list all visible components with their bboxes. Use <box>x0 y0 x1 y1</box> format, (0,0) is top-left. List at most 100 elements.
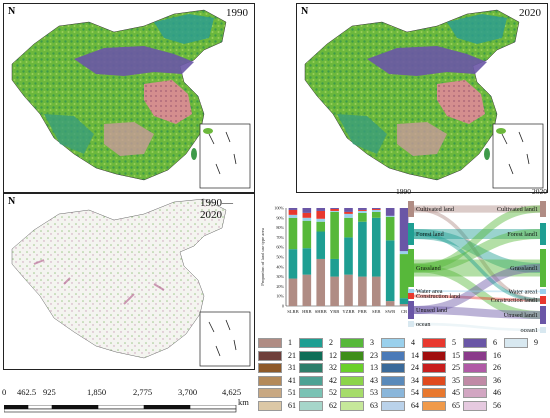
bar-SLRB-series-3 <box>288 214 298 218</box>
legend-label: 43 <box>370 375 378 385</box>
scale-label-0: 0 <box>2 387 7 397</box>
bar-SWB-series-2 <box>385 216 395 241</box>
legend-item-4: 4 <box>381 337 437 349</box>
sankey-left-node-4 <box>408 293 414 299</box>
bar-SWB-series-0 <box>385 301 395 306</box>
legend-swatch <box>381 388 405 398</box>
legend-swatch <box>299 400 323 411</box>
scale-unit: km <box>238 397 249 407</box>
bar-PRB-series-3 <box>358 210 367 213</box>
bar-PRB-series-1 <box>358 221 367 277</box>
legend-label: 56 <box>493 400 501 410</box>
bar-HRB-series-4 <box>302 212 312 218</box>
legend-swatch <box>340 375 364 386</box>
legend-item-6: 6 <box>463 337 519 349</box>
legend-label: 42 <box>329 375 337 385</box>
x-tick-label: PRB <box>358 309 367 314</box>
legend-swatch <box>258 375 282 386</box>
legend-label: 46 <box>493 388 501 397</box>
y-axis-label: Proportion of land use type area <box>260 228 265 286</box>
x-tick-label: SHRB <box>315 309 327 314</box>
legend-swatch <box>463 375 487 386</box>
bar-YRB-series-2 <box>330 211 339 259</box>
bar-PRB-series-2 <box>358 212 367 222</box>
legend-swatch <box>381 363 405 373</box>
legend-item-45: 45 <box>422 387 478 399</box>
sankey-year-right: 2020 <box>532 187 547 196</box>
legend-swatch <box>258 363 282 373</box>
bar-SLRB-series-0 <box>288 278 298 306</box>
bar-YZRB-series-0 <box>344 274 353 306</box>
legend-item-1: 1 <box>258 337 314 349</box>
bar-SWB-series-1 <box>385 240 395 302</box>
legend-swatch <box>381 338 405 348</box>
bar-CB-series-2 <box>399 254 409 299</box>
map-change-year: 1990—2020 <box>200 197 233 221</box>
teal-region <box>154 14 214 44</box>
bar-SEB-series-0 <box>371 276 381 306</box>
bar-HRB-series-1 <box>302 248 312 275</box>
legend-swatch <box>463 350 487 361</box>
sankey-left-label-2: Grassland <box>416 265 442 272</box>
legend-label: 15 <box>452 350 460 360</box>
pink-south-region <box>104 122 154 156</box>
south-sea-inset <box>199 123 251 189</box>
legend-item-32: 32 <box>299 362 355 374</box>
north-arrow: N <box>301 6 309 17</box>
legend-label: 54 <box>411 388 419 397</box>
bar-YRB-series-5 <box>330 208 339 209</box>
legend-label: 9 <box>534 338 538 347</box>
bar-YZRB-series-3 <box>344 213 353 218</box>
legend-label: 36 <box>493 375 501 385</box>
sankey-right-node-3 <box>540 289 546 294</box>
bar-CB-series-1 <box>399 298 409 305</box>
sankey-left-node-0 <box>408 201 414 217</box>
legend-label: 4 <box>411 338 415 347</box>
legend-label: 31 <box>288 363 296 372</box>
x-tick-label: SEB <box>372 309 380 314</box>
bar-SLRB-series-1 <box>288 249 298 279</box>
scale-label-2: 925 <box>43 387 56 397</box>
legend-swatch <box>422 350 446 361</box>
legend-item-31: 31 <box>258 362 314 374</box>
legend-swatch <box>463 338 487 348</box>
sankey-flow-7 <box>413 294 541 302</box>
legend-swatch <box>340 338 364 348</box>
x-tick-label: HRB <box>302 309 311 314</box>
x-tick-label: CB <box>401 309 407 314</box>
bar-PRB-series-5 <box>358 208 367 210</box>
legend-item-63: 63 <box>340 400 396 412</box>
sankey-left-label-6: ocean <box>416 321 430 328</box>
legend-label: 21 <box>288 350 296 360</box>
sankey-left-node-6 <box>408 321 414 327</box>
sankey-flow-9 <box>413 263 541 315</box>
y-tick-label: 10% <box>276 294 284 299</box>
legend-item-36: 36 <box>463 375 519 387</box>
legend-item-35: 35 <box>422 375 478 387</box>
legend-label: 6 <box>493 338 497 347</box>
scale-label-3: 1,850 <box>87 387 107 397</box>
sankey-right-label-2: Grassland1 <box>510 265 538 272</box>
legend-swatch <box>381 350 405 361</box>
bar-SHRB-series-5 <box>316 208 326 211</box>
y-tick-label: 40% <box>276 264 284 269</box>
legend-label: 64 <box>411 400 419 410</box>
legend-item-14: 14 <box>381 350 437 362</box>
legend-label: 65 <box>452 400 460 410</box>
bar-SHRB-series-1 <box>316 231 326 259</box>
china-map-2020 <box>304 9 544 189</box>
legend-swatch <box>340 350 364 361</box>
legend-item-62: 62 <box>299 400 355 412</box>
bar-PRB-series-0 <box>358 276 367 306</box>
sankey-flow-5 <box>413 205 541 272</box>
pink-east-region <box>144 80 192 124</box>
scale-label-1: 462.5 <box>17 387 37 397</box>
sankey-flow-6 <box>413 263 541 320</box>
legend-item-64: 64 <box>381 400 437 412</box>
bar-SEB-series-2 <box>371 211 381 218</box>
legend-label: 14 <box>411 350 419 360</box>
legend-item-56: 56 <box>463 400 519 412</box>
china-change-map <box>11 198 251 367</box>
sankey-left-label-1: Forest land <box>416 231 445 238</box>
legend-item-15: 15 <box>422 350 478 362</box>
